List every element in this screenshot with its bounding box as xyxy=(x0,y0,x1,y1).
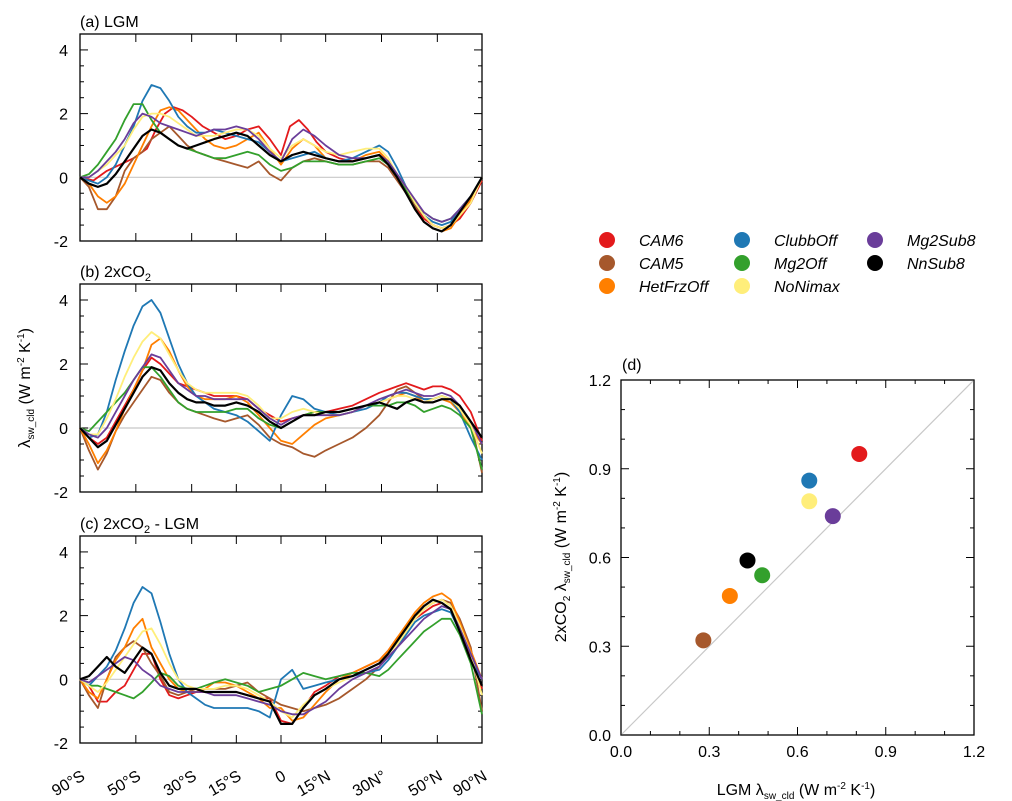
panel-b-lines xyxy=(79,299,483,473)
x-tick-label: 50°N xyxy=(406,768,445,801)
panel-a-ticks: -2 0 2 4 xyxy=(54,34,483,251)
legend-label: NnSub8 xyxy=(907,256,965,273)
legend-marker xyxy=(599,278,615,294)
series-line-hetfrzoff xyxy=(79,337,483,465)
panel-d-ylabel: 2xCO2 λsw_cld (W m-2 K-1) xyxy=(552,472,573,642)
y-tick-label: -2 xyxy=(54,736,68,753)
scatter-point-cam5 xyxy=(695,632,712,649)
legend-marker xyxy=(734,255,750,271)
x-tick-label: 0.6 xyxy=(786,744,808,761)
legend-label: NoNimax xyxy=(774,279,841,296)
scatter-point-mg2off xyxy=(754,567,771,584)
y-tick-label: 2 xyxy=(59,609,68,626)
legend-item-clubboff: ClubbOff xyxy=(734,232,839,250)
scatter-point-clubboff xyxy=(801,472,818,489)
panel-a: (a) LGM -2 0 2 4 xyxy=(54,14,483,251)
scatter-point-nnsub8 xyxy=(739,552,756,569)
panel-d-xlabel: LGM λsw_cld (W m-2 K-1) xyxy=(717,781,876,801)
legend-item-cam5: CAM5 xyxy=(599,255,684,273)
x-tick-label: 90°S xyxy=(49,768,88,800)
legend: CAM6 CAM5 HetFrzOff ClubbOff Mg2Off NoNimax Mg… xyxy=(599,232,976,296)
series-line-cam5 xyxy=(79,375,483,473)
y-tick-label: -2 xyxy=(54,485,68,502)
x-tick-label: 0 xyxy=(273,768,289,787)
scatter-point-nonimax xyxy=(801,493,818,510)
x-tick-label: 90°N xyxy=(451,768,490,801)
series-line-mg2sub8 xyxy=(79,353,483,445)
scatter-point-hetfrzoff xyxy=(721,587,738,604)
panel-b-title: (b) 2xCO2 xyxy=(80,264,151,284)
panel-c-ticks: -2 0 2 4 90°S 50°S 30°S 15°S 0 15°N 30N° 50°N 90°N xyxy=(49,536,490,800)
series-line-nnsub8 xyxy=(79,128,483,233)
panel-d-title: (d) xyxy=(622,357,642,374)
series-line-nnsub8 xyxy=(79,366,483,449)
x-tick-label: 1.2 xyxy=(963,744,985,761)
panel-d-ticks: 0.0 0.3 0.6 0.9 1.2 0.0 0.3 0.6 0.9 1.2 xyxy=(589,373,985,761)
y-tick-label: 0.6 xyxy=(589,551,611,568)
legend-marker xyxy=(867,232,883,248)
y-tick-label: 0.0 xyxy=(589,728,611,745)
legend-item-hetfrzoff: HetFrzOff xyxy=(599,278,710,296)
y-tick-label: 0.3 xyxy=(589,639,611,656)
legend-label: HetFrzOff xyxy=(639,279,710,296)
series-line-mg2off xyxy=(79,103,483,223)
legend-label: ClubbOff xyxy=(774,233,839,250)
series-line-clubboff xyxy=(79,586,483,719)
legend-marker xyxy=(599,232,615,248)
y-tick-label: 0.9 xyxy=(589,462,611,479)
legend-item-cam6: CAM6 xyxy=(599,232,684,250)
y-tick-label: 4 xyxy=(59,43,68,60)
legend-item-nonimax: NoNimax xyxy=(734,278,841,296)
x-tick-label: 50°S xyxy=(105,768,144,800)
legend-label: CAM6 xyxy=(639,233,684,250)
series-line-hetfrzoff xyxy=(79,592,483,722)
legend-marker xyxy=(867,255,883,271)
series-line-cam6 xyxy=(79,106,483,230)
y-tick-label: 0 xyxy=(59,672,68,689)
y-tick-label: 0 xyxy=(59,170,68,187)
y-tick-label: 2 xyxy=(59,357,68,374)
line-panels-ylabel: λsw_cld (W m-2 K-1) xyxy=(15,328,37,448)
panel-c-lines xyxy=(79,586,484,725)
legend-label: Mg2Off xyxy=(774,256,828,273)
y-tick-label: -2 xyxy=(54,234,68,251)
legend-item-nnsub8: NnSub8 xyxy=(867,255,965,273)
y-tick-label: 4 xyxy=(59,293,68,310)
series-line-nonimax xyxy=(80,112,483,230)
legend-marker xyxy=(734,278,750,294)
y-tick-label: 2 xyxy=(59,107,68,124)
legend-item-mg2off: Mg2Off xyxy=(734,255,828,273)
series-line-nnsub8 xyxy=(79,598,484,725)
scatter-point-cam6 xyxy=(851,445,868,462)
y-tick-label: 4 xyxy=(59,545,68,562)
legend-item-mg2sub8: Mg2Sub8 xyxy=(867,232,976,250)
x-tick-label: 30°S xyxy=(161,768,200,800)
x-tick-label: 15°N xyxy=(294,768,333,801)
legend-marker xyxy=(734,232,750,248)
legend-marker xyxy=(599,255,615,271)
panel-c: (c) 2xCO2 - LGM -2 0 2 4 90°S 50°S 30°S 15°S 0 15… xyxy=(49,516,490,800)
panel-a-lines xyxy=(79,84,483,233)
y-tick-label: 1.2 xyxy=(589,373,611,390)
x-tick-label: 0.3 xyxy=(698,744,720,761)
scatter-point-mg2sub8 xyxy=(824,508,841,525)
panel-a-title: (a) LGM xyxy=(80,14,139,31)
x-tick-label: 15°S xyxy=(206,768,245,800)
y-tick-label: 0 xyxy=(59,421,68,438)
series-line-clubboff xyxy=(79,299,483,461)
x-tick-label: 0.9 xyxy=(875,744,897,761)
legend-label: CAM5 xyxy=(639,256,684,273)
panel-d-points xyxy=(695,445,868,649)
one-to-one-line xyxy=(620,379,975,736)
legend-label: Mg2Sub8 xyxy=(907,233,976,250)
panel-b: (b) 2xCO2 -2 0 2 4 xyxy=(54,264,483,502)
x-tick-label: 30N° xyxy=(350,768,389,801)
series-line-mg2sub8 xyxy=(79,605,483,716)
series-line-mg2sub8 xyxy=(80,112,483,223)
panel-d: (d) 0.0 0.3 0.6 0.9 1.2 0.0 0.3 0.6 0.9 1.2 LGM λ… xyxy=(552,357,985,801)
panel-c-title: (c) 2xCO2 - LGM xyxy=(80,516,199,536)
x-tick-label: 0.0 xyxy=(610,744,632,761)
series-line-mg2off xyxy=(79,617,483,715)
